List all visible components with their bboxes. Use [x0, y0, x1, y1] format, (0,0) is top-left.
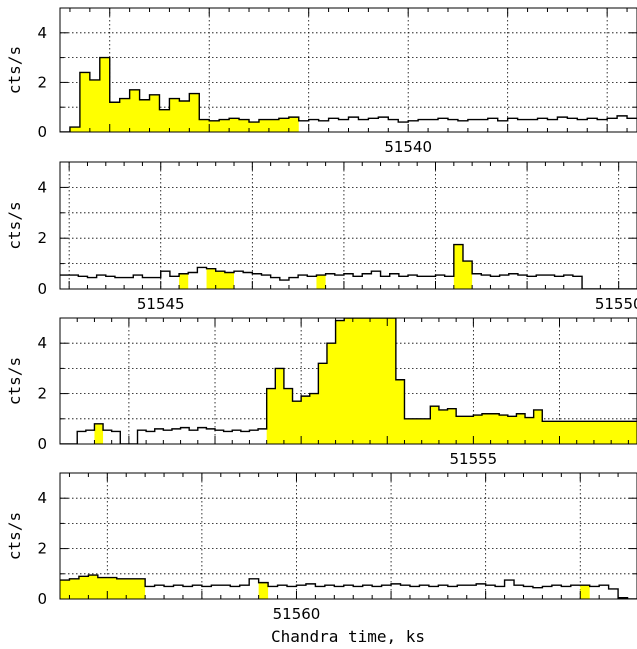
shaded-area [69, 57, 299, 132]
x-tick-label: 51555 [450, 450, 498, 468]
y-tick-label: 2 [37, 385, 47, 403]
series-line [60, 56, 637, 132]
y-tick-label: 0 [37, 280, 47, 298]
x-tick-label: 51560 [273, 605, 321, 623]
series [60, 318, 637, 444]
plot-frame [59, 161, 637, 290]
series-line [60, 574, 637, 599]
y-tick-label: 2 [37, 540, 47, 558]
y-axis: 0 2 4 cts/s [5, 161, 637, 298]
shaded-area [60, 575, 146, 599]
panel-1: 0 2 4 cts/s 51540 [5, 7, 637, 156]
x-axis: 51555 [59, 318, 629, 468]
y-tick-label: 2 [37, 229, 47, 247]
x-tick-label: 51545 [137, 295, 185, 313]
shaded-area [94, 423, 104, 444]
y-axis: 0 2 4 cts/s [5, 317, 637, 453]
y-tick-label: 4 [37, 178, 47, 196]
series-line [60, 243, 637, 289]
plot-frame [59, 472, 637, 600]
shaded-area [580, 585, 590, 599]
y-axis-title: cts/s [5, 512, 24, 560]
panel-3: 0 2 4 cts/s 51555 [5, 317, 637, 468]
shaded-area [316, 275, 326, 289]
y-axis: 0 2 4 cts/s [5, 7, 637, 141]
y-tick-label: 0 [37, 435, 47, 453]
x-axis: 51560 [68, 473, 637, 623]
y-tick-label: 0 [37, 590, 47, 608]
grid [60, 473, 637, 599]
y-tick-label: 4 [37, 334, 47, 352]
shaded-area [266, 318, 637, 444]
series [60, 243, 637, 289]
y-axis: 0 2 4 cts/s [5, 472, 637, 608]
y-tick-label: 4 [37, 489, 47, 507]
x-tick-label: 51540 [384, 138, 432, 156]
shaded-area [206, 268, 235, 289]
y-tick-label: 0 [37, 123, 47, 141]
panel-4: 0 2 4 cts/s 51560 [5, 472, 637, 623]
y-axis-title: cts/s [5, 357, 24, 405]
shaded-area [453, 244, 473, 289]
shaded-area [258, 582, 269, 599]
y-axis-title: cts/s [5, 201, 24, 249]
y-tick-label: 2 [37, 73, 47, 91]
series-line [60, 318, 637, 444]
grid [60, 8, 637, 132]
plot-frame [59, 317, 637, 445]
y-tick-label: 4 [37, 24, 47, 42]
series [60, 574, 637, 599]
x-axis: 51540 [69, 8, 628, 156]
series [60, 56, 637, 132]
grid [60, 162, 637, 289]
y-axis-title: cts/s [5, 46, 24, 94]
shaded-area [179, 273, 189, 289]
x-axis-title: Chandra time, ks [271, 627, 425, 646]
